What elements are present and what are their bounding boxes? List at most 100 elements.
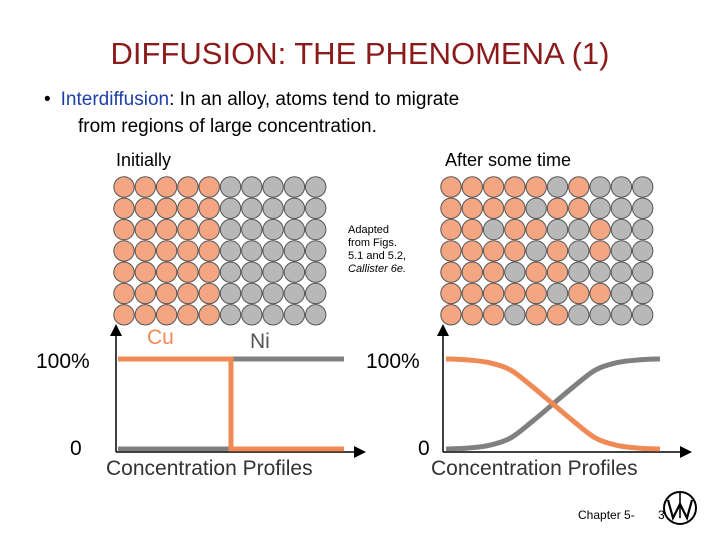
publisher-logo	[663, 491, 697, 525]
ni-atom	[589, 304, 611, 326]
cu-atom	[155, 282, 178, 305]
ni-atom	[525, 240, 547, 262]
ni-atom	[589, 197, 611, 220]
ni-atom	[241, 197, 263, 220]
cu-atom	[482, 176, 505, 198]
ni-atom	[219, 197, 242, 220]
cu-atom	[504, 240, 526, 262]
ni-atom	[219, 218, 242, 241]
ni-atom	[262, 218, 284, 241]
cu-atom	[134, 304, 157, 326]
cu-atom	[177, 240, 199, 262]
cu-atom	[440, 176, 462, 198]
x-axis-arrow-icon	[680, 446, 692, 458]
ni-atom	[219, 176, 242, 198]
cu-profile-curve	[445, 356, 661, 452]
cu-atom	[134, 176, 157, 198]
ni-atom	[305, 176, 327, 198]
ni-atom	[610, 282, 633, 305]
source-note-line: Adapted	[348, 224, 389, 236]
cu-atom	[461, 218, 483, 241]
cu-atom	[461, 197, 483, 220]
ni-atom	[504, 304, 526, 326]
ni-label: Ni	[250, 330, 270, 353]
source-note-line: 5.1 and 5.2,	[348, 250, 407, 262]
ni-atom	[546, 282, 569, 305]
ni-atom	[610, 261, 633, 283]
ni-atom	[283, 240, 306, 262]
ni-atom	[568, 240, 590, 262]
cu-label: Cu	[147, 326, 174, 349]
ni-atom	[632, 282, 654, 305]
ytick-0: 0	[70, 437, 82, 460]
cu-atom	[177, 261, 199, 283]
x-axis-label: Concentration Profiles	[431, 457, 638, 480]
page-number: 3	[658, 508, 665, 522]
label-after-some-time: After some time	[445, 150, 572, 170]
cu-atom	[589, 240, 611, 262]
cu-atom	[546, 261, 569, 283]
ni-atom	[525, 197, 547, 220]
ni-atom	[241, 261, 263, 283]
cu-atom	[440, 261, 462, 283]
cu-atom	[155, 304, 178, 326]
cu-atom	[155, 261, 178, 283]
ni-atom	[262, 176, 284, 198]
ni-atom	[546, 218, 569, 241]
cu-atom	[482, 240, 505, 262]
ni-atom	[283, 261, 306, 283]
ni-atom	[241, 176, 263, 198]
cu-atom	[155, 218, 178, 241]
cu-atom	[177, 218, 199, 241]
cu-atom	[440, 218, 462, 241]
ni-atom	[632, 218, 654, 241]
ytick-100: 100%	[366, 350, 420, 373]
source-note-line: Callister 6e.	[348, 263, 406, 276]
slide-title: DIFFUSION: THE PHENOMENA (1)	[110, 36, 610, 71]
cu-atom	[525, 218, 547, 241]
ni-atom	[305, 240, 327, 262]
cu-atom	[113, 218, 135, 241]
ni-atom	[632, 197, 654, 220]
cu-atom	[440, 304, 462, 326]
ni-atom	[219, 282, 242, 305]
cu-atom	[568, 197, 590, 220]
ni-atom	[610, 176, 633, 198]
ni-atom	[305, 304, 327, 326]
ni-atom	[262, 282, 284, 305]
ni-atom	[589, 261, 611, 283]
ni-atom	[305, 282, 327, 305]
source-note: Adapted from Figs. 5.1 and 5.2, Calliste…	[348, 224, 406, 276]
cu-atom	[440, 240, 462, 262]
bullet-line-2: from regions of large concentration.	[78, 116, 377, 137]
ni-atom	[568, 218, 590, 241]
ytick-100: 100%	[36, 350, 90, 373]
cu-atom	[525, 261, 547, 283]
cu-atom	[589, 282, 611, 305]
cu-atom	[482, 282, 505, 305]
ni-atom	[262, 261, 284, 283]
cu-atom	[177, 176, 199, 198]
lattice-after	[440, 176, 654, 326]
ni-atom	[283, 304, 306, 326]
ni-atom	[632, 304, 654, 326]
bullet-line-1: • Interdiffusion: In an alloy, atoms tend…	[44, 89, 459, 111]
cu-atom	[177, 197, 199, 220]
cu-atom	[198, 282, 220, 305]
ni-atom	[632, 240, 654, 262]
cu-atom	[113, 261, 135, 283]
ni-atom	[241, 282, 263, 305]
cu-atom	[589, 218, 611, 241]
cu-atom	[504, 218, 526, 241]
ytick-0: 0	[418, 437, 430, 460]
cu-atom	[198, 261, 220, 283]
cu-atom	[198, 304, 220, 326]
cu-atom	[440, 197, 462, 220]
slide-footer: Chapter 5- 3	[578, 508, 665, 522]
ni-atom	[241, 218, 263, 241]
cu-atom	[546, 304, 569, 326]
cu-atom	[461, 261, 483, 283]
cu-atom	[568, 176, 590, 198]
cu-atom	[177, 282, 199, 305]
ni-atom	[568, 261, 590, 283]
